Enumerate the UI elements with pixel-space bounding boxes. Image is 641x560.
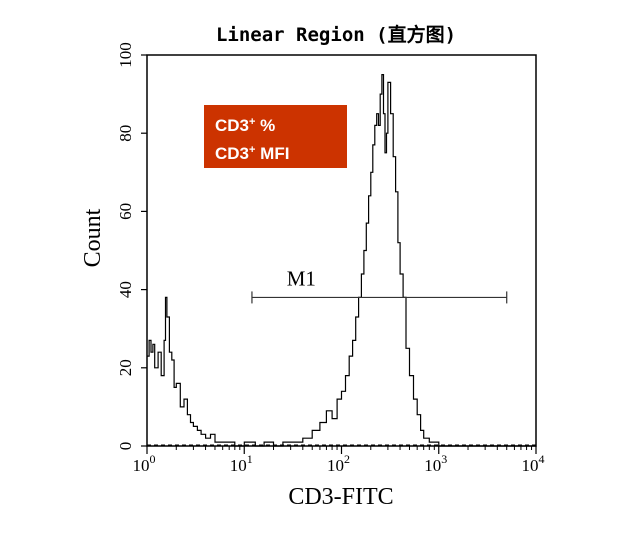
- x-axis-label: CD3-FITC: [288, 484, 393, 510]
- annotation-line-2: CD3+ MFI: [215, 144, 289, 163]
- marker-layer: M1: [251, 266, 508, 304]
- x-tick-base: 10: [522, 456, 539, 475]
- x-axis: 100 101 102 103 104: [133, 446, 545, 475]
- y-tick-label: 40: [116, 281, 135, 298]
- x-tick-exponent: 3: [441, 452, 447, 466]
- annotation-line-2-sup: +: [249, 144, 255, 156]
- marker-label: M1: [287, 266, 316, 290]
- x-tick-exponent: 1: [247, 452, 253, 466]
- y-axis: 0 20 40 60 80 100: [116, 42, 147, 450]
- x-tick-label: 102: [327, 452, 350, 475]
- x-tick-exponent: 4: [539, 452, 545, 466]
- annotation-line-1-text: CD3: [215, 116, 249, 135]
- y-axis-label: Count: [80, 208, 106, 267]
- x-tick-base: 10: [424, 456, 441, 475]
- y-tick-label: 0: [116, 442, 135, 451]
- annotation-line-2-text: CD3: [215, 144, 249, 163]
- x-tick-base: 10: [230, 456, 247, 475]
- y-tick-label: 100: [116, 42, 135, 68]
- x-tick-exponent: 0: [150, 452, 156, 466]
- x-tick-exponent: 2: [344, 452, 350, 466]
- annotation-line-1-rest: %: [255, 116, 275, 135]
- annotation-badge: CD3+ % CD3+ MFI: [204, 105, 347, 168]
- y-tick-label: 80: [116, 125, 135, 142]
- annotation-line-1-sup: +: [249, 116, 255, 128]
- chart-title: Linear Region (直方图): [216, 23, 456, 46]
- x-tick-base: 10: [327, 456, 344, 475]
- x-tick-label: 100: [133, 452, 156, 475]
- y-tick-label: 20: [116, 359, 135, 376]
- annotation-line-2-rest: MFI: [255, 144, 289, 163]
- x-tick-label: 103: [424, 452, 447, 475]
- annotation-badge-background: [204, 105, 347, 168]
- annotation-line-1: CD3+ %: [215, 116, 275, 135]
- x-tick-base: 10: [133, 456, 150, 475]
- x-tick-label: 101: [230, 452, 253, 475]
- y-tick-label: 60: [116, 203, 135, 220]
- histogram-series: [147, 74, 536, 447]
- x-tick-label: 104: [522, 452, 545, 475]
